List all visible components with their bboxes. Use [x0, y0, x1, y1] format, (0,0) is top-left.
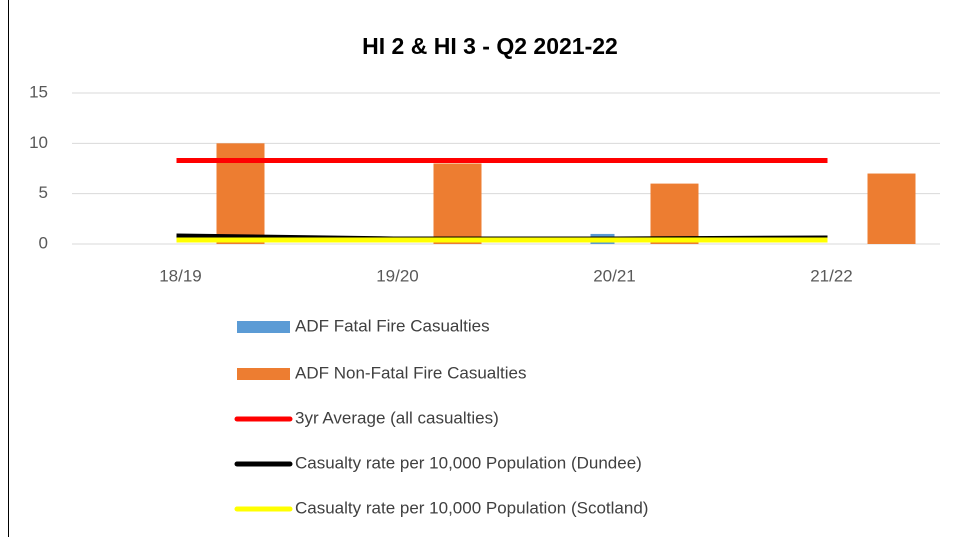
legend-label: Casualty rate per 10,000 Population (Dun… — [295, 453, 642, 472]
bar — [867, 173, 916, 244]
legend-label: ADF Non-Fatal Fire Casualties — [295, 363, 526, 382]
x-tick-label: 20/21 — [593, 266, 636, 285]
y-tick-label: 10 — [29, 133, 48, 152]
bar — [650, 183, 699, 244]
bar — [433, 163, 482, 244]
y-tick-label: 5 — [39, 183, 48, 202]
x-tick-label: 21/22 — [810, 266, 853, 285]
legend-swatch — [237, 321, 290, 333]
legend-label: Casualty rate per 10,000 Population (Sco… — [295, 498, 648, 517]
chart-title: HI 2 & HI 3 - Q2 2021-22 — [362, 33, 618, 59]
legend-swatch — [237, 368, 290, 380]
y-tick-label: 0 — [39, 233, 48, 252]
legend-label: ADF Fatal Fire Casualties — [295, 316, 490, 335]
y-tick-label: 15 — [29, 82, 48, 101]
x-tick-label: 19/20 — [376, 266, 419, 285]
x-tick-label: 18/19 — [159, 266, 202, 285]
legend-label: 3yr Average (all casualties) — [295, 408, 499, 427]
